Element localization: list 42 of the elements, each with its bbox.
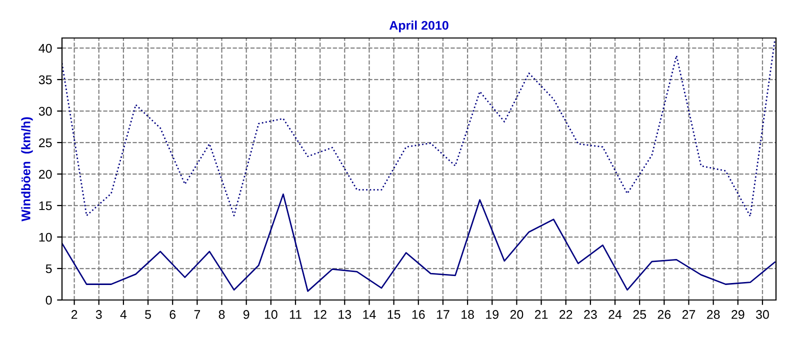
y-tick-label: 0	[46, 296, 52, 305]
chart-title: April 2010	[389, 20, 448, 32]
y-tick-label: 10	[39, 232, 52, 242]
x-tick-label: 9	[243, 310, 250, 319]
x-tick-label: 21	[534, 310, 548, 319]
y-tick-label: 5	[46, 264, 52, 274]
x-tick-label: 27	[682, 310, 696, 319]
line-series	[62, 193, 776, 292]
y-tick-label: 40	[38, 44, 52, 53]
x-tick-label: 26	[658, 310, 671, 319]
y-axis-title: Windböen (km/h)	[21, 117, 33, 222]
x-tick-label: 16	[412, 310, 425, 319]
x-tick-label: 6	[170, 310, 176, 319]
x-tick-label: 25	[633, 310, 646, 319]
x-tick-label: 5	[145, 310, 151, 319]
x-tick-label: 12	[314, 310, 326, 319]
x-tick-label: 18	[462, 310, 474, 319]
x-tick-label: 19	[486, 310, 498, 319]
x-tick-label: 17	[436, 310, 450, 319]
x-tick-label: 30	[756, 310, 769, 319]
line-series	[62, 40, 776, 217]
x-tick-label: 29	[732, 310, 744, 319]
x-tick-label: 4	[120, 310, 127, 319]
x-tick-label: 10	[264, 310, 278, 319]
x-tick-label: 28	[707, 310, 720, 319]
x-tick-label: 8	[218, 310, 225, 319]
y-tick-label: 15	[39, 201, 52, 210]
x-tick-label: 15	[388, 310, 400, 319]
x-tick-label: 14	[363, 310, 376, 319]
x-tick-label: 20	[510, 310, 524, 319]
y-tick-label: 25	[39, 138, 52, 148]
y-tick-label: 35	[38, 75, 52, 84]
x-tick-label: 2	[71, 310, 78, 319]
x-tick-label: 24	[608, 310, 622, 319]
x-tick-label: 7	[194, 310, 200, 319]
x-tick-label: 13	[338, 310, 352, 319]
y-tick-label: 30	[38, 106, 52, 116]
x-tick-label: 3	[96, 310, 102, 319]
y-tick-label: 20	[39, 170, 52, 179]
x-tick-label: 11	[290, 310, 302, 319]
x-tick-label: 23	[584, 310, 597, 319]
x-tick-label: 22	[560, 310, 572, 319]
